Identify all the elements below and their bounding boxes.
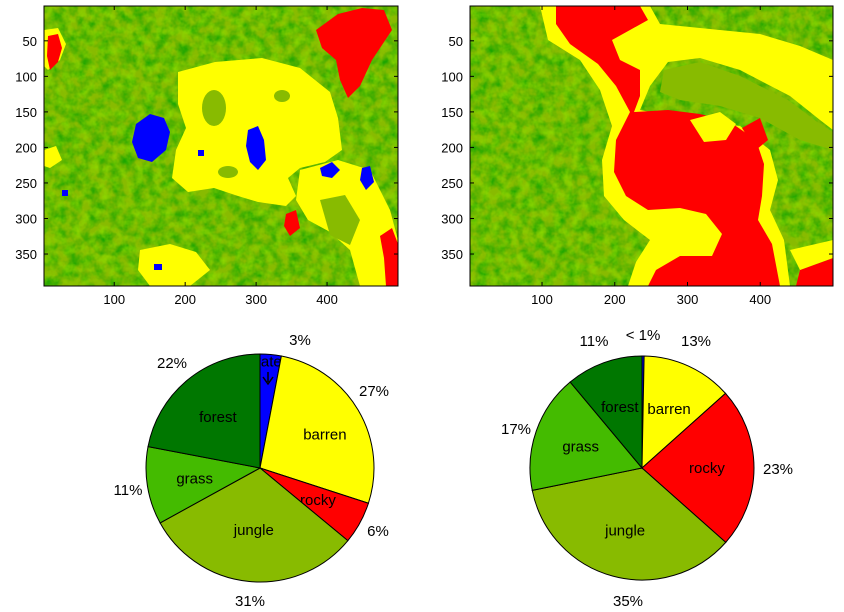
barren-region <box>790 240 833 270</box>
pie-slice-name: barren <box>647 401 690 418</box>
pie-percent-label: 11% <box>580 333 609 350</box>
rocky-region <box>742 118 768 150</box>
pie-slice-forest <box>569 355 643 470</box>
pie-percent-label: < 1% <box>626 327 661 344</box>
pie-slice-jungle <box>531 467 727 581</box>
right-map-ticks: 100 200 300 400 50 100 150 200 250 300 350 <box>441 6 833 307</box>
jungle-patch <box>660 62 833 150</box>
y-tick-label: 150 <box>441 105 463 120</box>
jungle-patch <box>202 90 226 126</box>
pie-percent-label: 11% <box>114 482 143 499</box>
y-tick-label: 300 <box>15 211 37 226</box>
pie-slice-rocky <box>641 392 755 544</box>
y-tick-label: 150 <box>15 105 37 120</box>
x-tick-label: 400 <box>749 292 771 307</box>
water-region <box>132 114 170 162</box>
y-tick-label: 300 <box>441 211 463 226</box>
y-tick-label: 50 <box>449 34 463 49</box>
x-tick-label: 300 <box>677 292 699 307</box>
water-region <box>360 166 374 190</box>
pie-slice-name: grass <box>562 439 599 456</box>
rocky-region <box>380 228 398 286</box>
left-map-frame <box>43 5 399 287</box>
y-tick-label: 250 <box>441 176 463 191</box>
y-tick-label: 200 <box>441 140 463 155</box>
pie-percent-label: 31% <box>235 593 265 610</box>
water-region <box>154 264 162 270</box>
pie-slice-name: forest <box>199 409 237 426</box>
rocky-region <box>316 8 392 98</box>
pie-slice-grass <box>529 381 643 491</box>
x-tick-label: 400 <box>316 292 338 307</box>
barren-region <box>44 146 62 168</box>
pie-slice-name: grass <box>176 470 213 487</box>
water-region <box>320 162 340 178</box>
x-tick-label: 200 <box>174 292 196 307</box>
jungle-patch <box>218 166 238 178</box>
water-region <box>198 150 204 156</box>
water-region <box>246 126 266 170</box>
pie-slice-barren <box>259 355 375 504</box>
pie-slice-jungle <box>159 467 349 583</box>
pie-percent-label: 6% <box>367 523 389 540</box>
pie-slice-name: jungle <box>233 522 274 539</box>
y-tick-label: 350 <box>441 247 463 262</box>
pie-slice-forest <box>147 353 261 469</box>
pie-slice-name: rocky <box>300 492 336 509</box>
pie-percent-label: 35% <box>613 593 643 610</box>
pie-slice-grass <box>145 446 262 524</box>
pie-percent-label: 13% <box>681 333 711 350</box>
y-tick-label: 200 <box>15 140 37 155</box>
water-region <box>62 190 68 196</box>
x-tick-label: 300 <box>245 292 267 307</box>
left-pie-chart: water3%barren27%rocky6%jungle31%grass11%… <box>114 332 389 610</box>
pie-percent-label: 3% <box>289 332 311 349</box>
rocky-region <box>796 258 833 286</box>
jungle-patch <box>274 90 290 102</box>
y-tick-label: 50 <box>23 34 37 49</box>
x-tick-label: 200 <box>604 292 626 307</box>
water-pointer-arrow <box>262 372 274 386</box>
barren-region <box>690 112 736 142</box>
x-tick-label: 100 <box>531 292 553 307</box>
pie-percent-label: 22% <box>157 355 187 372</box>
y-tick-label: 350 <box>15 247 37 262</box>
barren-region <box>138 244 210 286</box>
right-classification-map <box>470 6 833 286</box>
pie-slice-barren <box>641 355 727 470</box>
pie-percent-label: 17% <box>501 421 531 438</box>
jungle-patch <box>320 195 360 245</box>
y-tick-label: 100 <box>15 69 37 84</box>
rocky-region <box>47 34 62 70</box>
right-map-frame <box>469 5 834 287</box>
rocky-region <box>284 210 300 236</box>
pie-percent-label: 27% <box>359 383 389 400</box>
left-classification-map <box>44 6 398 286</box>
right-pie-chart: < 1% barren 13% rocky 23% jungle 35% grass 17% fo… <box>501 327 793 610</box>
x-tick-label: 100 <box>103 292 125 307</box>
pie-percent-label: 23% <box>763 461 793 478</box>
y-tick-label: 100 <box>441 69 463 84</box>
pie-slice-name: rocky <box>689 460 725 477</box>
pie-slice-name: barren <box>303 426 346 443</box>
rocky-region <box>556 6 780 286</box>
left-map-ticks: 100 200 300 400 50 100 150 200 250 300 350 <box>15 6 398 307</box>
pie-slice-name: jungle <box>604 523 645 540</box>
y-tick-label: 250 <box>15 176 37 191</box>
pie-slice-name: forest <box>601 399 639 416</box>
